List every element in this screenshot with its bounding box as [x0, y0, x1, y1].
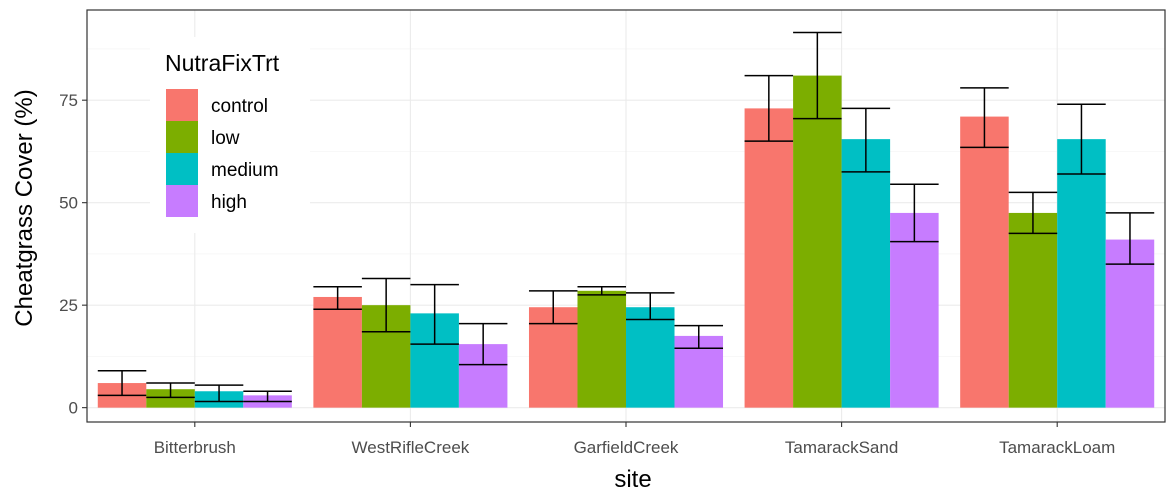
error-bar-low-TamarackSand	[793, 31, 842, 120]
error-bar-high-GarfieldCreek	[674, 324, 724, 349]
bar-low-TamarackSand	[793, 75, 842, 408]
bar-control-TamarackLoam	[960, 116, 1009, 408]
error-bar-control-GarfieldCreek	[528, 290, 578, 325]
error-bar-control-TamarackLoam	[960, 87, 1009, 149]
y-tick-label: 0	[69, 399, 78, 418]
bar-medium-GarfieldCreek	[626, 307, 675, 408]
error-bar-medium-Bitterbrush	[194, 384, 244, 403]
error-bar-medium-TamarackLoam	[1057, 103, 1106, 175]
bar-medium-TamarackSand	[841, 139, 891, 408]
y-tick-label: 25	[59, 296, 78, 315]
error-bar-low-WestRifleCreek	[361, 277, 411, 333]
x-tick-label: Bitterbrush	[154, 438, 236, 457]
error-bar-high-TamarackSand	[890, 183, 939, 243]
bar-low-Bitterbrush	[146, 389, 195, 408]
x-axis-ticks: Bitterbrush WestRifleCreek GarfieldCreek Ta…	[154, 422, 1115, 457]
y-tick-label: 50	[59, 194, 78, 213]
legend: NutraFixTrt control low medium high	[150, 37, 310, 233]
bar-low-TamarackLoam	[1008, 212, 1058, 408]
bar-control-TamarackSand	[744, 108, 794, 408]
legend-title: NutraFixTrt	[165, 50, 280, 76]
error-bar-medium-WestRifleCreek	[410, 283, 459, 345]
error-bar-low-Bitterbrush	[146, 382, 195, 399]
legend-label-control: control	[211, 96, 268, 117]
legend-label-medium: medium	[211, 160, 279, 181]
bar-medium-TamarackLoam	[1057, 139, 1106, 408]
error-bar-medium-TamarackSand	[841, 107, 891, 173]
bar-low-GarfieldCreek	[577, 290, 626, 408]
error-bar-low-TamarackLoam	[1008, 191, 1058, 235]
error-bar-high-Bitterbrush	[243, 390, 292, 403]
bar-control-WestRifleCreek	[313, 296, 362, 408]
bar-high-TamarackSand	[890, 212, 939, 408]
legend-key-control	[166, 89, 198, 121]
y-axis-ticks: 0 25 50 75	[59, 91, 87, 418]
legend-key-medium	[166, 153, 198, 185]
error-bar-high-TamarackLoam	[1105, 212, 1155, 265]
y-axis-title: Cheatgrass Cover (%)	[11, 89, 38, 326]
error-bar-control-TamarackSand	[744, 74, 794, 142]
legend-label-high: high	[211, 192, 247, 213]
error-bar-high-WestRifleCreek	[458, 322, 508, 366]
legend-key-low	[166, 121, 198, 153]
error-bar-control-Bitterbrush	[97, 370, 147, 397]
x-axis-title: site	[614, 466, 651, 493]
x-tick-label: GarfieldCreek	[574, 438, 679, 457]
error-bar-control-WestRifleCreek	[313, 285, 362, 311]
legend-key-high	[166, 185, 198, 217]
legend-label-low: low	[211, 128, 240, 149]
bar-high-TamarackLoam	[1105, 239, 1155, 408]
error-bars	[97, 31, 1155, 403]
error-bar-medium-GarfieldCreek	[626, 292, 675, 321]
x-tick-label: WestRifleCreek	[352, 438, 470, 457]
x-tick-label: TamarackSand	[785, 438, 898, 457]
x-tick-label: TamarackLoam	[999, 438, 1115, 457]
y-tick-label: 75	[59, 91, 78, 110]
error-bar-low-GarfieldCreek	[577, 285, 626, 296]
legend-items: control low medium high	[166, 89, 279, 217]
